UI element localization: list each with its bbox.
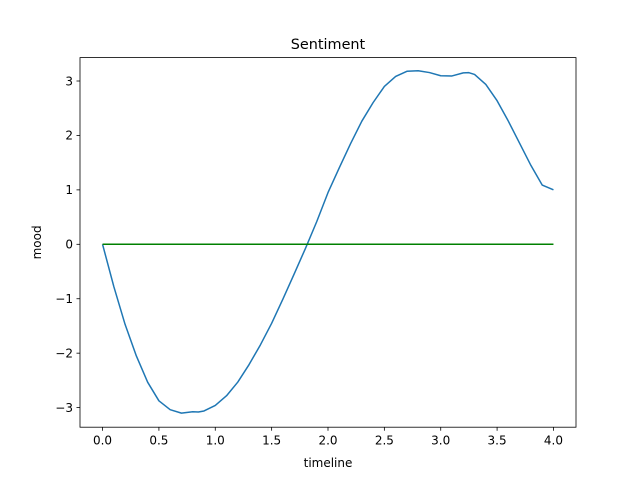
y-tick-label: −3 bbox=[55, 401, 73, 415]
y-axis: −3 −2 −1 0 1 2 3 bbox=[55, 74, 80, 415]
series-line-1 bbox=[101, 70, 554, 414]
y-tick-label: −2 bbox=[55, 346, 73, 360]
series-layer bbox=[101, 70, 554, 414]
x-axis-label: timeline bbox=[304, 456, 353, 470]
y-tick-label: −1 bbox=[55, 292, 73, 306]
chart-title: Sentiment bbox=[291, 37, 366, 53]
x-tick-label: 2.5 bbox=[375, 434, 394, 448]
plot-area bbox=[80, 57, 576, 428]
x-tick-label: 2.0 bbox=[318, 434, 337, 448]
y-tick-label: 0 bbox=[65, 238, 73, 252]
x-tick-label: 3.5 bbox=[488, 434, 507, 448]
y-tick-label: 2 bbox=[65, 129, 73, 143]
x-tick-label: 4.0 bbox=[544, 434, 563, 448]
x-tick-label: 1.0 bbox=[206, 434, 225, 448]
x-tick-label: 0.0 bbox=[93, 434, 112, 448]
y-tick-label: 1 bbox=[65, 183, 73, 197]
y-axis-label: mood bbox=[30, 225, 44, 259]
x-tick-label: 0.5 bbox=[149, 434, 168, 448]
x-tick-label: 1.5 bbox=[262, 434, 281, 448]
y-tick-label: 3 bbox=[65, 74, 73, 88]
x-axis: 0.0 0.5 1.0 1.5 2.0 2.5 3.0 3.5 4.0 bbox=[93, 427, 563, 448]
x-tick-label: 3.0 bbox=[431, 434, 450, 448]
